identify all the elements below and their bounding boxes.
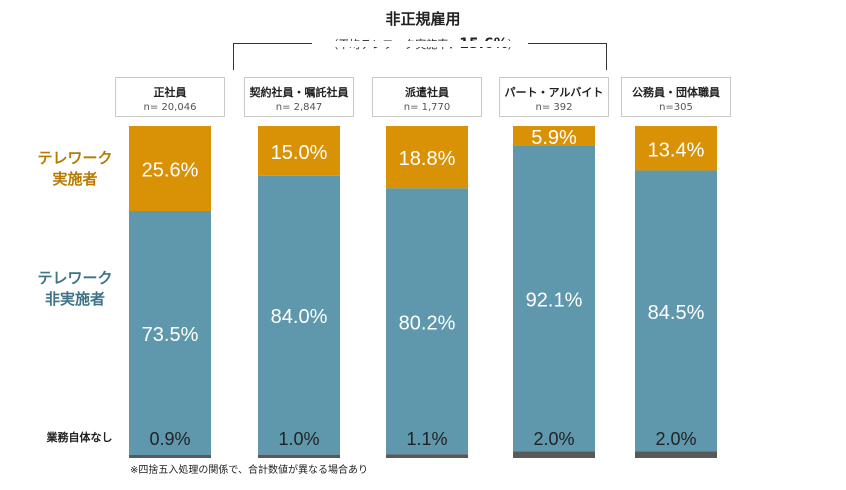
category-header: パート・アルバイト n= 392 <box>499 77 609 117</box>
label-no-work: 2.0% <box>655 429 696 449</box>
label-no-work: 0.9% <box>149 429 190 449</box>
bar-no-work <box>129 455 211 458</box>
category-name: パート・アルバイト <box>504 86 604 99</box>
category-sample-size: n= 20,046 <box>143 102 197 113</box>
row-label-telework-line2: 実施者 <box>52 170 98 188</box>
category-sample-size: n= 1,770 <box>403 102 451 113</box>
label-non-telework: 80.2% <box>399 312 456 334</box>
category-sample-size: n= 2,847 <box>275 102 323 113</box>
label-no-work: 2.0% <box>533 429 574 449</box>
bar-non-telework <box>513 145 595 452</box>
bar-telework <box>258 126 340 176</box>
row-label-non-telework: テレワーク 非実施者 <box>30 268 120 310</box>
category-header: 正社員 n= 20,046 <box>115 77 225 117</box>
bar-non-telework <box>258 175 340 455</box>
category-name: 正社員 <box>153 86 187 99</box>
label-non-telework: 73.5% <box>142 324 199 346</box>
label-telework: 25.6% <box>142 159 199 181</box>
label-no-work: 1.1% <box>406 429 447 449</box>
bar-non-telework <box>635 170 717 452</box>
bar-telework <box>513 126 595 146</box>
category-sample-size: n= 392 <box>535 102 573 113</box>
label-non-telework: 84.0% <box>271 306 328 328</box>
footnote: ※四捨五入処理の関係で、合計数値が異なる場合あり <box>130 465 368 476</box>
category-header: 契約社員・嘱託社員 n= 2,847 <box>244 77 354 117</box>
row-label-telework-line1: テレワーク <box>37 149 113 167</box>
row-label-no-work: 業務自体なし <box>46 431 113 444</box>
category-name: 派遣社員 <box>405 86 449 99</box>
bar-no-work <box>386 454 468 458</box>
bar-telework <box>635 126 717 171</box>
group-bracket <box>233 41 607 70</box>
category-header: 公務員・団体職員 n=305 <box>621 77 731 117</box>
group-title: 非正規雇用 <box>385 10 461 28</box>
label-no-work: 1.0% <box>278 429 319 449</box>
row-label-telework: テレワーク 実施者 <box>30 148 120 190</box>
bar-no-work <box>513 451 595 458</box>
category-name: 契約社員・嘱託社員 <box>249 86 349 99</box>
label-telework: 18.8% <box>399 148 456 170</box>
label-telework: 5.9% <box>531 127 577 149</box>
label-telework: 15.0% <box>271 142 328 164</box>
bar-non-telework <box>129 210 211 456</box>
label-non-telework: 92.1% <box>526 289 583 311</box>
bar-non-telework <box>386 188 468 455</box>
row-label-non-telework-line2: 非実施者 <box>44 290 105 308</box>
bar-no-work <box>635 451 717 458</box>
label-telework: 13.4% <box>648 139 705 161</box>
category-sample-size: n=305 <box>659 102 693 113</box>
category-name: 公務員・団体職員 <box>632 86 720 99</box>
row-label-non-telework-line1: テレワーク <box>37 269 113 287</box>
label-non-telework: 84.5% <box>648 302 705 324</box>
bar-no-work <box>258 454 340 458</box>
bar-telework <box>386 126 468 189</box>
category-header: 派遣社員 n= 1,770 <box>372 77 482 117</box>
bar-telework <box>129 126 211 211</box>
